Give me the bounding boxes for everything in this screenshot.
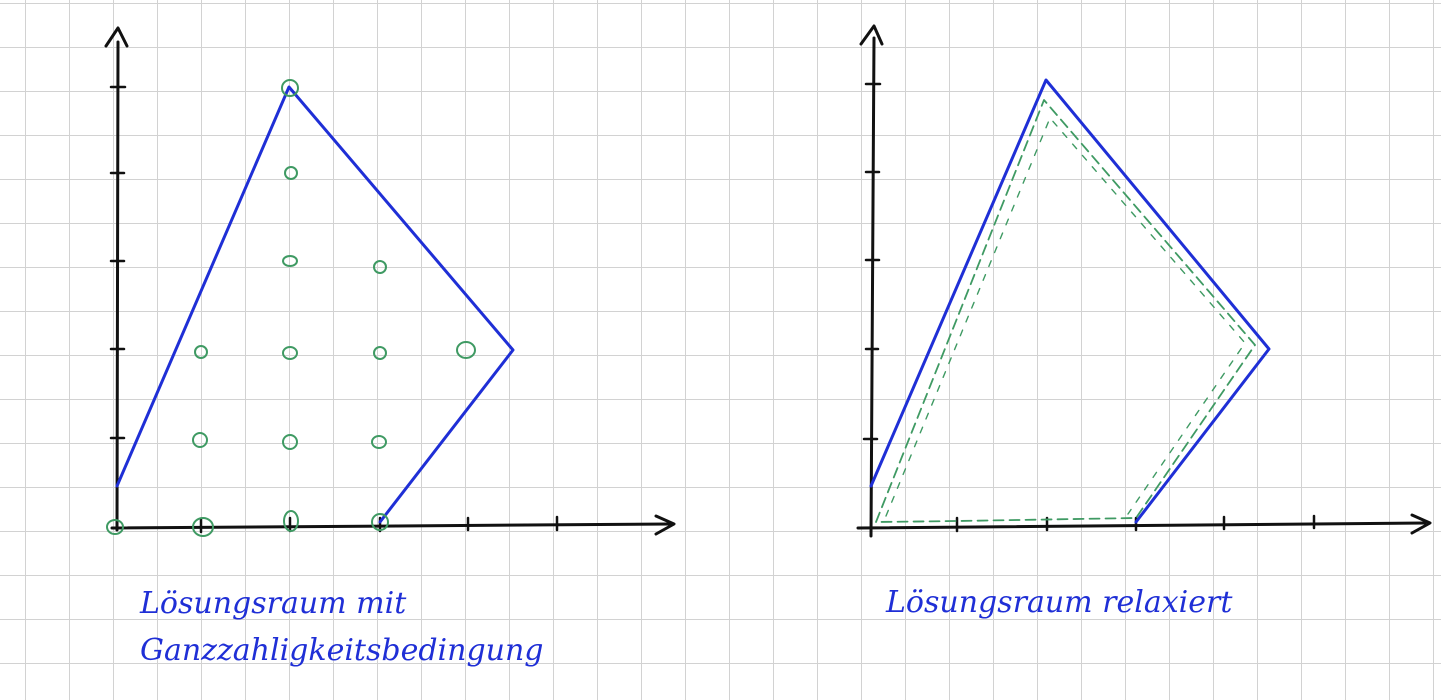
right-x-axis-arrowhead (1410, 513, 1432, 535)
left-x-axis (110, 522, 672, 530)
right-x-axis (856, 521, 1427, 530)
left-feasible-region-boundary (115, 85, 515, 524)
left-caption-line1: Lösungsraum mit (139, 586, 407, 621)
integer-point (192, 432, 208, 448)
integer-point (282, 255, 298, 267)
integer-point (282, 434, 298, 450)
integer-point (373, 346, 387, 360)
integer-point (192, 517, 214, 537)
right-diagram (856, 24, 1432, 538)
integer-point (373, 260, 387, 274)
left-x-axis-arrowhead (654, 514, 676, 536)
left-caption-line2: Ganzzahligkeitsbedingung (140, 633, 544, 668)
integer-point (281, 79, 299, 97)
left-y-ticks (109, 85, 127, 440)
integer-point (456, 341, 476, 359)
right-y-ticks (862, 82, 882, 441)
integer-point (106, 519, 124, 535)
integer-hull-dashed-inner (885, 117, 1246, 517)
integer-point (282, 346, 298, 360)
left-diagram (104, 26, 676, 537)
integer-hull-dashed-outline (875, 99, 1256, 523)
integer-points (106, 79, 476, 537)
integer-point (371, 435, 387, 449)
left-y-axis (115, 40, 120, 532)
left-y-axis-arrowhead (104, 26, 129, 48)
integer-point (284, 166, 298, 180)
integer-point (194, 345, 208, 359)
right-feasible-region-boundary (869, 78, 1271, 524)
integer-point (283, 510, 299, 532)
right-y-axis-arrowhead (859, 24, 884, 46)
integer-point (371, 513, 389, 531)
right-y-axis (869, 36, 876, 538)
right-caption: Lösungsraum relaxiert (885, 585, 1233, 620)
